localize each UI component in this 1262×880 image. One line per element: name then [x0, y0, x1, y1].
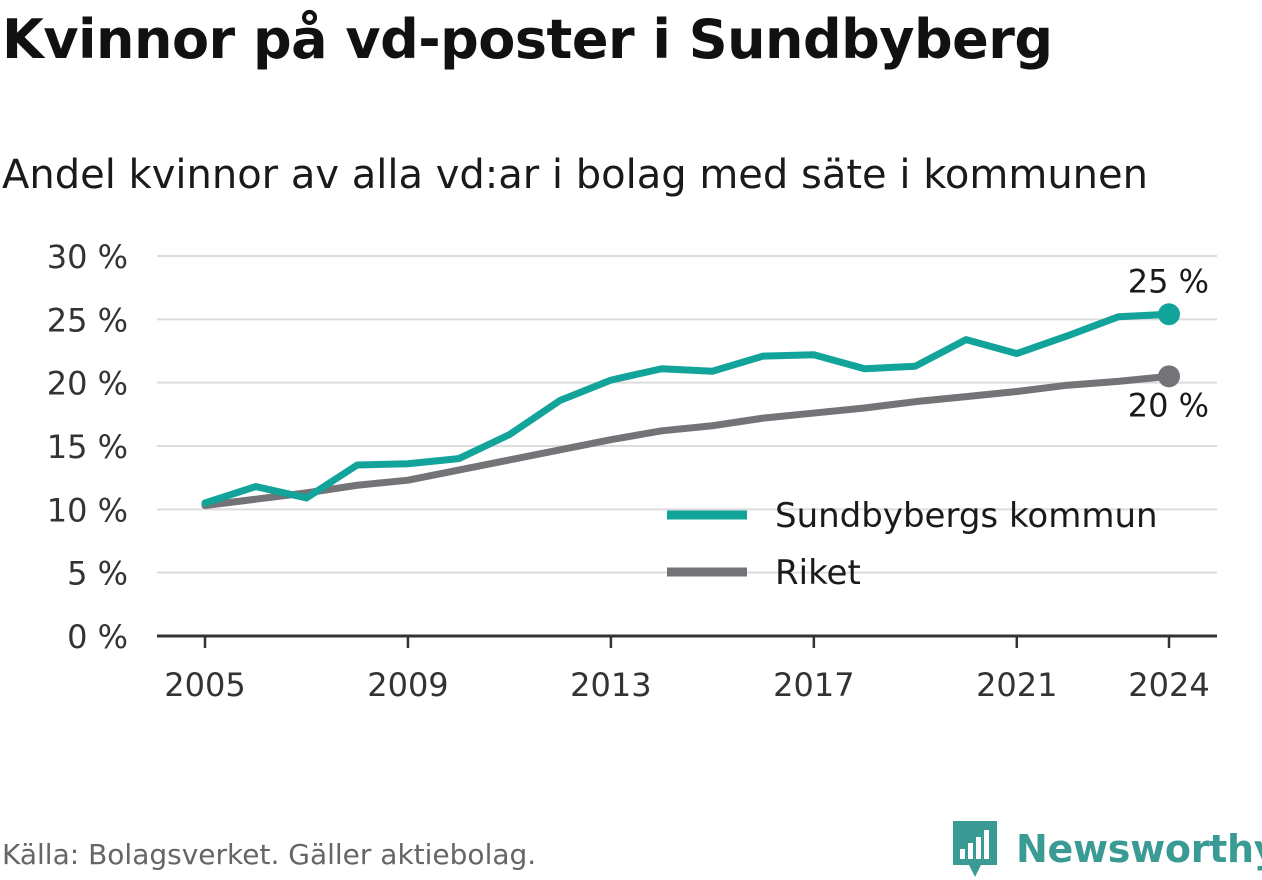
newsworthy-logo-icon	[953, 821, 997, 877]
x-tick-label: 2005	[164, 666, 245, 704]
x-tick-label: 2013	[570, 666, 651, 704]
series-end-label: 20 %	[1128, 386, 1209, 424]
legend-label: Sundbybergs kommun	[775, 496, 1158, 536]
series-line-riket	[201, 372, 1173, 510]
brand-name: Newsworthy	[1016, 827, 1262, 871]
x-tick-label: 2009	[367, 666, 448, 704]
x-tick-label: 2024	[1128, 666, 1209, 704]
y-tick-label: 25 %	[47, 301, 128, 339]
legend-label: Riket	[775, 553, 861, 593]
line-chart: 0 % 5 % 10 % 15 % 20 % 25 % 30 % 2005 2009 2013 20…	[47, 238, 1217, 704]
chart-subtitle: Andel kvinnor av alla vd:ar i bolag med …	[2, 152, 1148, 198]
chart-title: Kvinnor på vd-poster i Sundbyberg	[2, 8, 1053, 71]
brand-logo: Newsworthy	[950, 818, 1262, 880]
x-tick-label: 2021	[976, 666, 1057, 704]
source-note: Källa: Bolagsverket. Gäller aktiebolag.	[2, 838, 537, 871]
y-tick-label: 20 %	[47, 365, 128, 403]
series-end-label: 25 %	[1128, 262, 1209, 300]
series-end-marker	[1158, 303, 1180, 326]
y-tick-label: 5 %	[67, 555, 128, 593]
x-tick-label: 2017	[773, 666, 854, 704]
series-line-sundbybergs-kommun	[201, 310, 1173, 507]
series-end-marker	[1158, 365, 1180, 388]
y-tick-label: 15 %	[47, 428, 128, 466]
y-tick-label: 10 %	[47, 491, 128, 529]
y-tick-label: 30 %	[47, 238, 128, 276]
y-tick-label: 0 %	[67, 618, 128, 656]
